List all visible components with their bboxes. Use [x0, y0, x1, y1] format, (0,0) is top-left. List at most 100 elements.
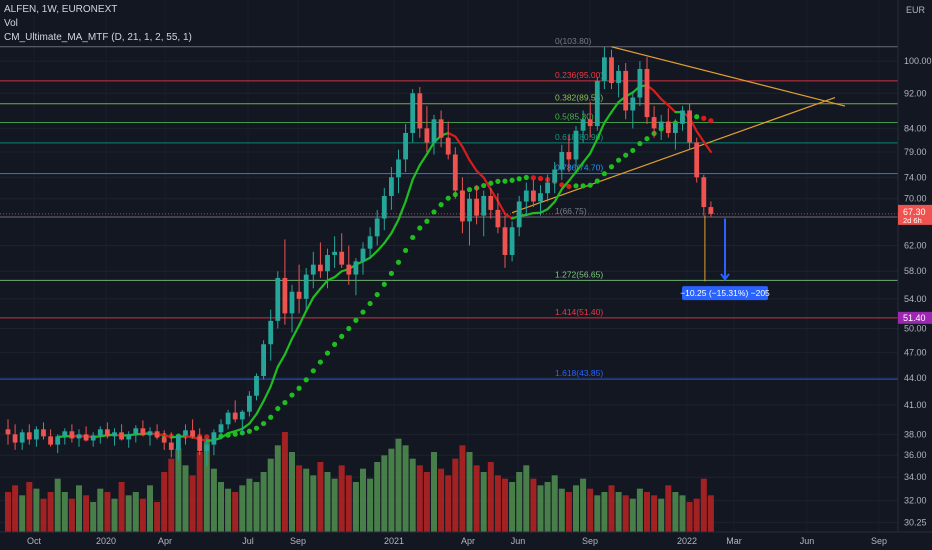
candle-body — [176, 435, 181, 450]
volume-bar — [558, 488, 565, 532]
volume-bar — [175, 448, 182, 532]
volume-bar — [97, 488, 104, 532]
upper-trendline — [611, 46, 846, 107]
candle-body — [658, 121, 664, 129]
candle-body — [310, 264, 316, 275]
ma-segment — [539, 208, 549, 214]
ma-dot — [268, 414, 274, 420]
ma-dot — [701, 115, 707, 121]
volume-bar — [54, 478, 61, 532]
candle-body — [367, 236, 373, 249]
measure-box — [682, 286, 768, 301]
volume-bar — [161, 472, 168, 532]
candle-body — [630, 97, 636, 111]
candle-body — [573, 130, 579, 160]
ma-dot — [296, 385, 302, 391]
volume-bar — [104, 492, 111, 532]
ma-segment — [482, 176, 492, 191]
volume-bar — [168, 458, 175, 532]
candle-body — [211, 432, 217, 445]
price-tick-label: 84.00 — [904, 123, 927, 133]
indicator-legend[interactable]: CM_Ultimate_MA_MTF (D, 21, 1, 2, 55, 1) — [4, 32, 192, 43]
volume-bar — [679, 495, 686, 532]
volume-bar — [565, 492, 572, 532]
candle-body — [247, 395, 252, 412]
ma-dot — [587, 182, 593, 188]
ma-dot — [516, 176, 522, 182]
candle-body — [587, 119, 593, 127]
currency-label: EUR — [906, 5, 926, 15]
candle-body — [282, 277, 288, 314]
volume-bar — [118, 482, 125, 532]
volume-bar — [452, 458, 459, 532]
price-axis: 100.00 92.00 84.00 79.00 74.00 70.00 62.00 58.0… — [897, 0, 932, 532]
volume-bar — [289, 452, 295, 532]
volume-bar — [26, 482, 33, 532]
ma-segment — [234, 427, 244, 433]
volume-bars — [5, 432, 714, 532]
volume-bar — [147, 485, 153, 532]
candle-body — [112, 432, 117, 437]
ma-dot — [246, 428, 252, 434]
ma-dot — [431, 209, 437, 215]
price-tick-label: 44.00 — [904, 373, 927, 383]
ma-segment — [468, 158, 478, 172]
volume-bar — [310, 475, 317, 532]
price-tick-label: 79.00 — [904, 147, 927, 157]
volume-bar — [296, 465, 303, 532]
volume-bar — [608, 485, 615, 532]
ma-dot — [232, 431, 238, 437]
fib-level-label: 0.382(89.55) — [555, 93, 603, 103]
volume-bar — [480, 472, 487, 532]
candle-body — [509, 227, 515, 255]
ma-dot — [360, 309, 366, 315]
symbol-title[interactable]: ALFEN, 1W, EURONEXT — [4, 4, 118, 15]
fib-level-label: 1(66.75) — [555, 206, 587, 216]
volume-bar — [203, 438, 210, 532]
candle-body — [481, 195, 487, 216]
candle-body — [12, 434, 18, 443]
candle-body — [26, 432, 32, 440]
ma-segment — [553, 188, 563, 203]
ma-dot — [445, 195, 451, 201]
volume-bar — [225, 488, 232, 532]
volume-legend[interactable]: Vol — [4, 18, 18, 29]
volume-bar — [700, 478, 707, 532]
ma-dot — [417, 225, 423, 231]
ma-dot — [694, 114, 700, 120]
time-tick-label: 2020 — [96, 536, 116, 546]
ma-segment — [610, 100, 620, 114]
candle-body — [431, 119, 437, 143]
ma-segment — [411, 163, 421, 181]
fib-level-label: 0.236(95.00) — [555, 70, 603, 80]
candle-body — [403, 133, 408, 160]
volume-bar — [409, 458, 416, 532]
fib-level-label: 1.414(51.40) — [555, 307, 603, 317]
candle-body — [133, 428, 139, 435]
candle-body — [460, 190, 465, 222]
ma-segment — [219, 432, 230, 440]
volume-bar — [267, 458, 274, 532]
volume-bar — [665, 485, 672, 532]
ma-segment — [589, 137, 599, 155]
volume-bar — [523, 465, 530, 532]
time-tick-label: Oct — [27, 536, 42, 546]
candle-body — [353, 261, 359, 275]
ma-segment — [652, 89, 663, 101]
candle-body — [538, 193, 543, 202]
volume-bar — [260, 472, 267, 532]
candle-body — [218, 424, 224, 433]
candle-body — [680, 110, 685, 124]
candle-body — [417, 93, 423, 129]
volume-bar — [707, 495, 714, 532]
candle-body — [346, 264, 352, 275]
candle-body — [62, 431, 68, 437]
volume-bar — [644, 492, 650, 532]
volume-bar — [431, 452, 437, 532]
volume-bar — [466, 452, 473, 532]
candle-body — [261, 344, 266, 377]
ma-segment — [447, 131, 457, 138]
ma-dot — [346, 325, 352, 332]
ma-dot — [523, 174, 529, 181]
